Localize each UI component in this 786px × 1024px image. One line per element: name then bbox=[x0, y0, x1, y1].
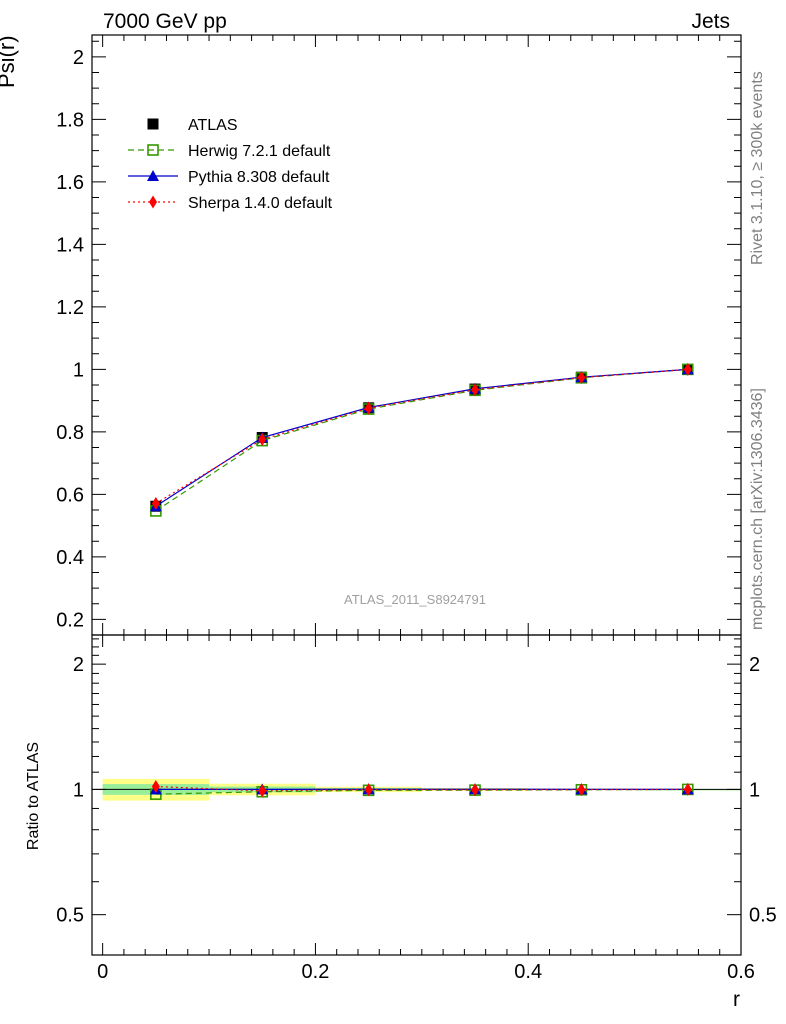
header-right: Jets bbox=[691, 10, 730, 33]
y-tick-label: 0.6 bbox=[56, 484, 84, 506]
series-1 bbox=[150, 363, 694, 517]
legend-marker bbox=[147, 118, 159, 130]
y-tick-label: 0.4 bbox=[56, 547, 84, 569]
x-tick-label: 0.2 bbox=[302, 961, 330, 983]
y-tick-label: 1.6 bbox=[56, 172, 84, 194]
ratio-point bbox=[577, 783, 586, 797]
data-point bbox=[258, 432, 267, 446]
data-point bbox=[364, 401, 373, 415]
legend-entry: Sherpa 1.4.0 default bbox=[128, 195, 333, 212]
ratio-point bbox=[258, 784, 267, 798]
y-tick-label: 2 bbox=[73, 47, 84, 69]
ratio-ylabel: Ratio to ATLAS bbox=[25, 742, 42, 850]
ratio-series-2 bbox=[151, 780, 692, 798]
series-0 bbox=[150, 363, 694, 512]
series-3 bbox=[151, 362, 692, 510]
y-tick-label: 1.4 bbox=[56, 234, 84, 256]
rivet-note: Rivet 3.1.10, ≥ 300k events bbox=[749, 71, 766, 265]
ratio-y-tick-label: 2 bbox=[73, 654, 84, 676]
data-point bbox=[683, 362, 692, 376]
y-tick-label: 0.2 bbox=[56, 609, 84, 631]
main-ylabel: Psi(r) bbox=[0, 35, 19, 88]
ratio-y-tick-label-right: 0.5 bbox=[749, 905, 777, 927]
ratio-frame bbox=[91, 634, 742, 956]
ratio-y-tick-label-right: 2 bbox=[749, 654, 760, 676]
x-tick-label: 0.6 bbox=[727, 961, 755, 983]
legend-marker bbox=[147, 144, 159, 156]
x-tick-label: 0 bbox=[97, 961, 108, 983]
legend-label: Sherpa 1.4.0 default bbox=[188, 195, 333, 212]
header-left: 7000 GeV pp bbox=[103, 10, 227, 33]
x-tick-label: 0.4 bbox=[514, 961, 542, 983]
legend-entry: ATLAS bbox=[147, 117, 238, 134]
series-line bbox=[155, 368, 688, 512]
series-2 bbox=[149, 363, 694, 512]
data-point bbox=[151, 496, 160, 510]
y-tick-label: 1 bbox=[73, 359, 84, 381]
ratio-y-tick-label-right: 1 bbox=[749, 779, 760, 801]
legend-entry: Herwig 7.2.1 default bbox=[128, 143, 331, 160]
ratio-point bbox=[471, 783, 480, 797]
legend-label: ATLAS bbox=[188, 117, 238, 134]
ratio-line bbox=[155, 785, 688, 792]
legend-label: Herwig 7.2.1 default bbox=[188, 143, 331, 160]
xlabel: r bbox=[733, 988, 740, 1011]
legend-marker bbox=[149, 195, 157, 209]
y-tick-label: 1.8 bbox=[56, 109, 84, 131]
ratio-y-tick-label: 0.5 bbox=[56, 905, 84, 927]
y-tick-label: 0.8 bbox=[56, 422, 84, 444]
series-line bbox=[155, 368, 688, 507]
legend-entry: Pythia 8.308 default bbox=[128, 169, 330, 186]
ratio-point bbox=[364, 783, 373, 797]
ratio-point bbox=[151, 780, 160, 794]
data-point bbox=[577, 371, 586, 384]
mcplots-note: mcplots.cern.ch [arXiv:1306.3436] bbox=[749, 388, 766, 630]
data-point bbox=[471, 383, 480, 397]
y-tick-label: 1.2 bbox=[56, 297, 84, 319]
legend-label: Pythia 8.308 default bbox=[188, 169, 330, 186]
ratio-point bbox=[683, 782, 692, 796]
legend-marker bbox=[147, 170, 159, 181]
series-line bbox=[155, 368, 688, 504]
analysis-watermark: ATLAS_2011_S8924791 bbox=[344, 592, 486, 607]
ratio-y-tick-label: 1 bbox=[73, 779, 84, 801]
